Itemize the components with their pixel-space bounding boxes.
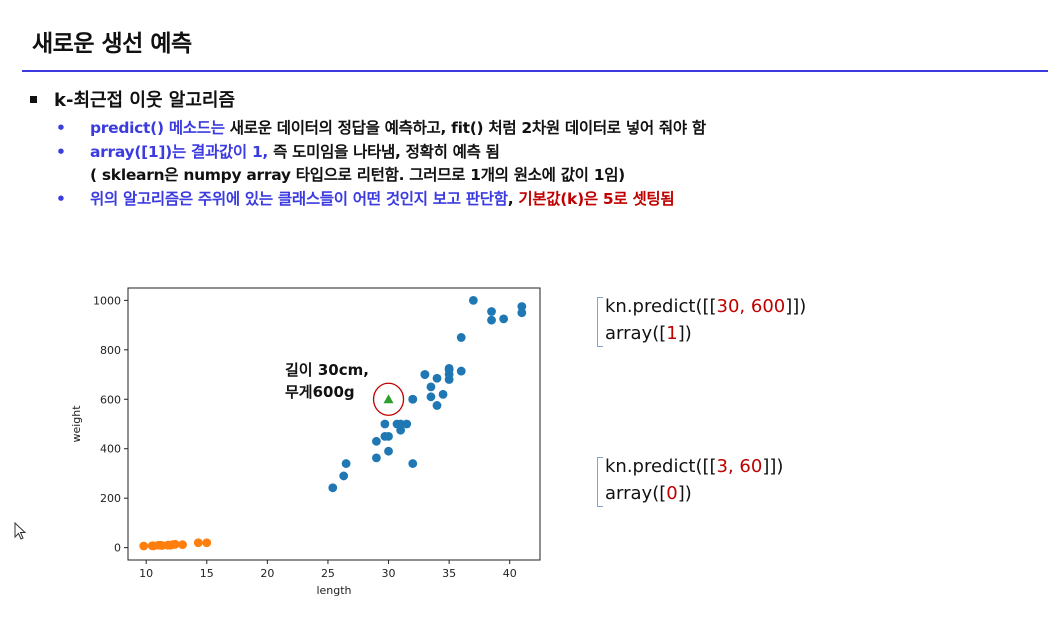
data-point [170,539,180,549]
data-point [444,365,454,374]
data-point [380,419,390,429]
data-point [456,333,466,342]
data-point [420,370,430,379]
code-block-1: kn.predict([[30, 600]]) array([1]) [597,293,807,347]
data-point [408,459,418,468]
data-point [372,436,381,446]
data-point [432,373,442,383]
predict-call-2: kn.predict([[3, 60]]) [605,456,784,477]
y-tick-label: 1000 [93,294,121,307]
data-point [426,382,436,392]
data-point [384,431,393,441]
sub-bullet-3-sep: , [507,190,519,208]
data-point [328,483,338,493]
data-point [432,401,442,410]
data-point [402,419,412,429]
data-point [468,295,478,305]
sub-bullet-3-red: 기본값(k)은 5로 셋팅됨 [518,190,675,208]
predict-result-2: array([0]) [605,483,692,504]
data-point [426,392,436,402]
bullet-dot-icon: • [56,143,66,161]
predict-call-1: kn.predict([[30, 600]]) [605,296,807,317]
y-tick-label: 800 [100,344,121,357]
x-tick-label: 15 [200,567,214,580]
plot-frame [127,287,541,561]
data-point [384,446,393,456]
y-tick-label: 600 [100,393,121,406]
data-point [487,315,496,325]
x-tick-label: 40 [503,567,517,580]
data-point [517,302,527,311]
data-point [372,453,381,463]
x-axis-label: length [316,584,351,597]
data-point [456,366,466,376]
data-point [408,394,418,404]
square-bullet-icon [30,95,37,103]
mouse-pointer-icon [14,522,27,540]
data-point [517,308,527,318]
code-block-2: kn.predict([[3, 60]]) array([0]) [597,453,784,507]
main-bullet: k-최근접 이웃 알고리즘 [30,86,235,112]
y-axis-label: weight [70,405,83,443]
sub-bullet-2-text: 즉 도미임을 나타냄, 정확히 예측 됨 [268,143,500,161]
sub-bullet-2-note: ( sklearn은 numpy array 타입으로 리턴함. 그러므로 1개… [90,166,625,184]
sub-bullet-1-highlight: predict() 메소드는 [90,119,225,137]
sub-bullet-3: • 위의 알고리즘은 주위에 있는 클래스들이 어떤 것인지 보고 판단함, 기본… [56,187,675,209]
x-tick-label: 10 [139,567,153,580]
predict-result-1: array([1]) [605,323,692,344]
data-point [339,471,349,481]
sub-bullet-1-text: 새로운 데이터의 정답을 예측하고, fit() 처럼 2차원 데이터로 넣어 … [224,119,706,137]
data-point [487,307,496,316]
sub-bullet-2: • array([1])는 결과값이 1, 즉 도미임을 나타냄, 정확히 예측 … [56,140,500,162]
x-tick-label: 30 [382,567,396,580]
sub-bullet-3-highlight: 위의 알고리즘은 주위에 있는 클래스들이 어떤 것인지 보고 판단함 [90,190,508,208]
annotation-text: 길이 30cm, [285,361,369,379]
sub-bullet-2-continuation: ( sklearn은 numpy array 타입으로 리턴함. 그러므로 1개… [90,163,625,185]
annotation-text: 무게600g [285,383,355,401]
code-bracket [597,457,603,507]
data-point [438,389,448,399]
data-point [499,314,509,324]
y-tick-label: 0 [114,542,121,555]
data-point [341,459,351,468]
y-tick-label: 400 [100,443,121,456]
data-point-triangle [383,394,394,404]
sub-bullet-2-highlight: array([1])는 결과값이 1, [90,143,269,161]
main-bullet-text: k-최근접 이웃 알고리즘 [54,90,236,111]
code-bracket [597,297,603,347]
bullet-dot-icon: • [56,190,66,208]
bullet-dot-icon: • [56,119,66,137]
slide-title: 새로운 생선 예측 [32,31,192,57]
data-point [396,419,406,429]
data-point [139,541,149,551]
data-point [396,425,406,435]
y-tick-label: 200 [100,492,121,505]
data-point [202,538,212,548]
title-divider [22,70,1048,72]
x-tick-label: 35 [442,567,456,580]
scatter-chart: 10 15 20 25 30 35 4002004006008001000lengthwei… [70,287,541,597]
data-point [193,538,203,548]
x-tick-label: 25 [321,567,335,580]
sub-bullet-1: • predict() 메소드는 새로운 데이터의 정답을 예측하고, fit()… [56,116,706,138]
data-point [178,540,187,550]
x-tick-label: 20 [260,567,274,580]
highlight-circle [372,382,405,416]
